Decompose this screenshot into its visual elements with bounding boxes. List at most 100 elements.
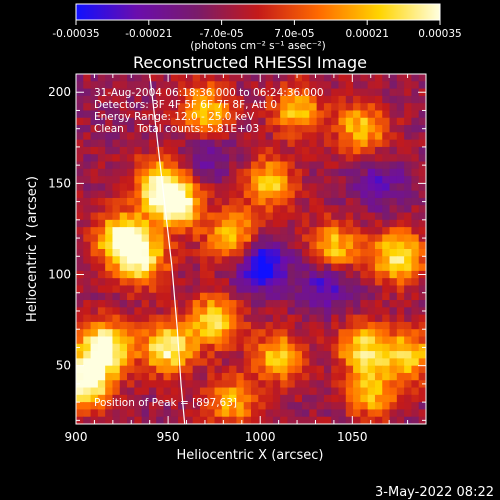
heatmap-cell xyxy=(156,292,165,301)
heatmap-cell xyxy=(141,227,150,236)
heatmap-cell xyxy=(302,387,310,396)
heatmap-cell xyxy=(418,372,426,381)
heatmap-cell xyxy=(411,394,420,403)
heatmap-cell xyxy=(97,300,106,308)
heatmap-cell xyxy=(178,168,186,177)
heatmap-cell xyxy=(163,81,172,90)
heatmap-cell xyxy=(141,197,150,206)
heatmap-cell xyxy=(374,212,383,221)
heatmap-cell xyxy=(302,365,310,374)
heatmap-cell xyxy=(119,205,128,214)
heatmap-cell xyxy=(156,270,165,279)
heatmap-cell xyxy=(221,321,230,330)
heatmap-cell xyxy=(97,88,106,97)
heatmap-cell xyxy=(251,241,259,250)
heatmap-cell xyxy=(243,81,252,90)
heatmap-cell xyxy=(309,394,318,403)
heatmap-cell xyxy=(338,409,347,418)
heatmap-cell xyxy=(411,205,420,214)
heatmap-cell xyxy=(272,285,281,294)
heatmap-cell xyxy=(316,176,325,184)
heatmap-cell xyxy=(316,183,325,192)
heatmap-cell xyxy=(294,161,303,170)
heatmap-cell xyxy=(83,176,92,184)
heatmap-cell xyxy=(199,336,208,345)
heatmap-cell xyxy=(251,168,259,177)
heatmap-cell xyxy=(316,95,325,104)
heatmap-cell xyxy=(272,212,281,221)
heatmap-cell xyxy=(251,387,259,396)
heatmap-cell xyxy=(251,365,259,374)
heatmap-cell xyxy=(323,81,332,90)
heatmap-cell xyxy=(404,249,413,257)
heatmap-cell xyxy=(134,416,143,424)
heatmap-cell xyxy=(163,241,172,250)
heatmap-cell xyxy=(374,197,383,206)
heatmap-cell xyxy=(112,307,121,316)
heatmap-cell xyxy=(287,146,296,155)
heatmap-cell xyxy=(112,183,121,192)
heatmap-cell xyxy=(302,321,310,330)
heatmap-cell xyxy=(221,125,230,133)
heatmap-cell xyxy=(258,409,267,418)
heatmap-cell xyxy=(83,161,92,170)
heatmap-cell xyxy=(316,154,325,163)
heatmap-cell xyxy=(389,394,398,403)
heatmap-cell xyxy=(178,351,186,359)
heatmap-cell xyxy=(389,351,398,359)
heatmap-cell xyxy=(302,372,310,381)
heatmap-cell xyxy=(360,380,369,389)
heatmap-cell xyxy=(345,234,354,243)
heatmap-cell xyxy=(112,234,121,243)
heatmap-cell xyxy=(251,249,259,257)
heatmap-cell xyxy=(309,219,318,228)
heatmap-cell xyxy=(302,183,310,192)
heatmap-cell xyxy=(265,183,274,192)
heatmap-cell xyxy=(221,336,230,345)
heatmap-cell xyxy=(302,234,310,243)
heatmap-cell xyxy=(207,307,216,316)
heatmap-cell xyxy=(294,146,303,155)
heatmap-cell xyxy=(302,270,310,279)
heatmap-cell xyxy=(294,132,303,141)
heatmap-cell xyxy=(199,314,208,323)
heatmap-cell xyxy=(243,278,252,287)
heatmap-cell xyxy=(199,81,208,90)
heatmap-cell xyxy=(396,314,405,323)
heatmap-cell xyxy=(134,190,143,199)
heatmap-cell xyxy=(236,278,245,287)
heatmap-cell xyxy=(185,205,194,214)
heatmap-cell xyxy=(148,358,157,367)
heatmap-cell xyxy=(214,146,223,155)
heatmap-cell xyxy=(265,292,274,301)
heatmap-cell xyxy=(229,300,238,308)
heatmap-cell xyxy=(185,168,194,177)
heatmap-cell xyxy=(353,161,361,170)
heatmap-cell xyxy=(199,234,208,243)
heatmap-cell xyxy=(404,402,413,411)
heatmap-cell xyxy=(243,314,252,323)
x-axis-label: Heliocentric X (arcsec) xyxy=(177,448,324,463)
heatmap-cell xyxy=(272,263,281,272)
heatmap-cell xyxy=(418,394,426,403)
colorbar-tick-label: -0.00035 xyxy=(52,28,99,40)
heatmap-cell xyxy=(141,125,150,133)
heatmap-cell xyxy=(280,183,289,192)
heatmap-cell xyxy=(323,139,332,148)
heatmap-cell xyxy=(185,372,194,381)
heatmap-cell xyxy=(229,88,238,97)
heatmap-cell xyxy=(280,351,289,359)
heatmap-cell xyxy=(163,343,172,352)
heatmap-cell xyxy=(382,292,391,301)
heatmap-cell xyxy=(360,336,369,345)
heatmap-cell xyxy=(389,263,398,272)
heatmap-cell xyxy=(178,314,186,323)
heatmap-cell xyxy=(243,117,252,126)
heatmap-cell xyxy=(156,314,165,323)
heatmap-cell xyxy=(302,190,310,199)
heatmap-cell xyxy=(258,270,267,279)
heatmap-cell xyxy=(389,176,398,184)
x-tick-label: 1050 xyxy=(337,430,368,444)
heatmap-cell xyxy=(280,285,289,294)
heatmap-cell xyxy=(331,190,340,199)
